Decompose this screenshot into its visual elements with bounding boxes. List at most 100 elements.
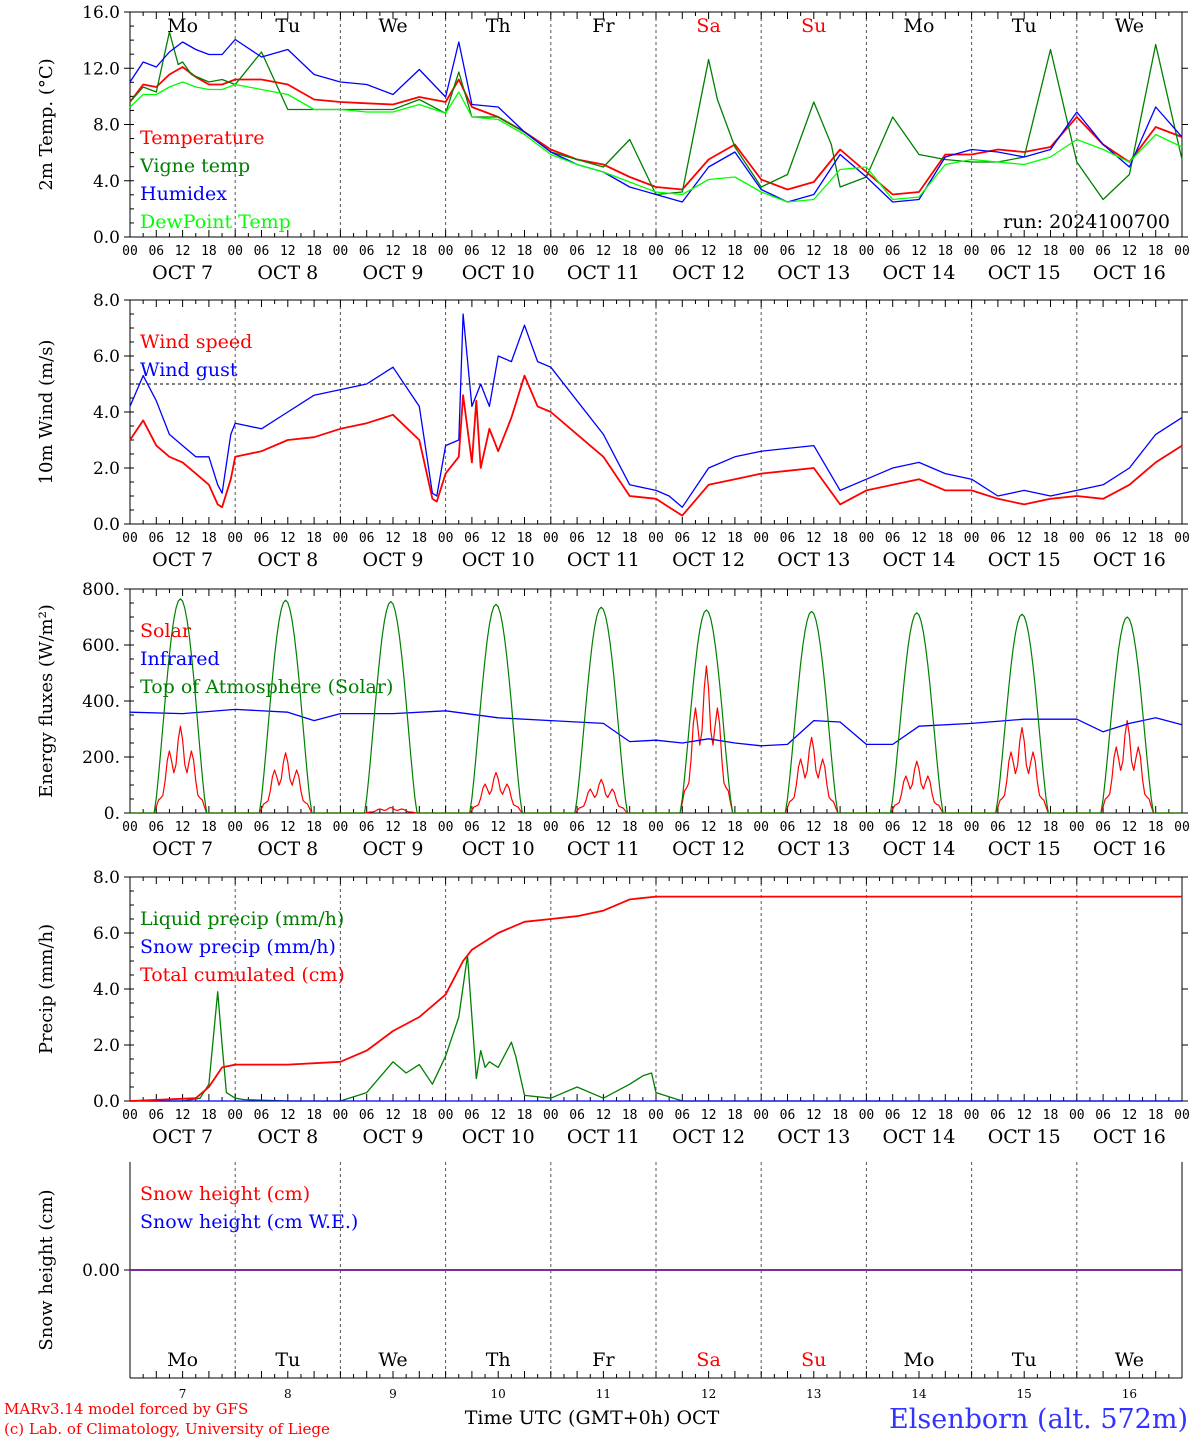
hour-tick-label: 18 — [622, 1108, 638, 1123]
hour-tick-label: 18 — [201, 531, 217, 546]
day-number: 7 — [179, 1387, 187, 1401]
y-tick-label: 0. — [104, 804, 120, 824]
weekday-label-bottom: Mo — [904, 1349, 935, 1371]
hour-tick-label: 06 — [780, 244, 796, 259]
hour-tick-label: 18 — [306, 820, 322, 835]
hour-tick-label: 18 — [306, 1108, 322, 1123]
hour-tick-label: 12 — [175, 1108, 191, 1123]
hour-tick-label: 00 — [227, 244, 243, 259]
hour-tick-label: 06 — [1095, 1108, 1111, 1123]
hour-tick-label: 12 — [596, 820, 612, 835]
legend-entry: Solar — [140, 620, 192, 642]
day-label: OCT 12 — [672, 838, 745, 860]
day-label: OCT 15 — [988, 549, 1061, 571]
hour-tick-label: 12 — [280, 244, 296, 259]
weekday-label-bottom: We — [1115, 1349, 1144, 1371]
hour-tick-label: 18 — [937, 1108, 953, 1123]
hour-tick-label: 12 — [911, 820, 927, 835]
hour-tick-label: 18 — [1148, 531, 1164, 546]
day-label: OCT 11 — [567, 549, 640, 571]
legend-entry: DewPoint Temp — [140, 211, 291, 233]
hour-tick-label: 18 — [727, 244, 743, 259]
hour-tick-label: 00 — [964, 531, 980, 546]
weekday-label-top: Mo — [167, 15, 198, 37]
day-label: OCT 13 — [777, 549, 850, 571]
y-tick-label: 4.0 — [93, 403, 120, 423]
weekday-label-top: Tu — [1012, 15, 1037, 37]
day-label: OCT 15 — [988, 262, 1061, 284]
series-line-total-cumulated-cm- — [129, 895, 1182, 1102]
day-label: OCT 9 — [363, 1126, 424, 1148]
panel-2: 0.0 2.0 4.0 6.0 8.0 10m Wind (m/s) Wind speed W… — [36, 291, 1190, 571]
hour-tick-label: 18 — [411, 244, 427, 259]
weekday-label-top: Mo — [904, 15, 935, 37]
hour-tick-label: 00 — [1174, 531, 1190, 546]
hour-tick-label: 06 — [569, 531, 585, 546]
hour-tick-label: 00 — [543, 244, 559, 259]
hour-tick-label: 06 — [254, 244, 270, 259]
legend-entry: Wind speed — [140, 331, 252, 353]
hour-tick-label: 12 — [1016, 531, 1032, 546]
hour-tick-label: 06 — [569, 244, 585, 259]
hour-tick-label: 12 — [1122, 1108, 1138, 1123]
hour-tick-label: 18 — [1043, 531, 1059, 546]
legend-entry: Temperature — [140, 127, 264, 149]
hour-tick-label: 00 — [1069, 531, 1085, 546]
hour-tick-label: 00 — [333, 244, 349, 259]
hour-tick-label: 06 — [148, 531, 164, 546]
hour-tick-label: 18 — [727, 531, 743, 546]
hour-tick-label: 12 — [1016, 820, 1032, 835]
day-number: 11 — [596, 1387, 611, 1401]
day-label: OCT 14 — [882, 838, 955, 860]
hour-tick-label: 06 — [254, 820, 270, 835]
hour-tick-label: 12 — [280, 531, 296, 546]
y-tick-label: 2.0 — [93, 459, 120, 479]
hour-tick-label: 06 — [674, 1108, 690, 1123]
hour-tick-label: 00 — [543, 820, 559, 835]
day-label: OCT 14 — [882, 549, 955, 571]
credit-line-2: (c) Lab. of Climatology, University of L… — [4, 1420, 330, 1438]
legend-entry: Liquid precip (mm/h) — [140, 908, 344, 930]
day-label: OCT 14 — [882, 262, 955, 284]
day-number: 9 — [389, 1387, 397, 1401]
day-number: 12 — [701, 1387, 716, 1401]
hour-tick-label: 00 — [1069, 1108, 1085, 1123]
hour-tick-label: 06 — [254, 1108, 270, 1123]
day-label: OCT 10 — [462, 262, 535, 284]
hour-tick-label: 12 — [1016, 244, 1032, 259]
hour-tick-label: 00 — [122, 531, 138, 546]
panel-4: 0.0 2.0 4.0 6.0 8.0 Precip (mm/h) Liquid preci… — [36, 868, 1190, 1148]
hour-tick-label: 12 — [175, 531, 191, 546]
day-label: OCT 8 — [257, 838, 318, 860]
hour-tick-label: 00 — [438, 1108, 454, 1123]
day-label: OCT 7 — [152, 549, 213, 571]
hour-tick-label: 06 — [990, 531, 1006, 546]
day-number: 16 — [1122, 1387, 1137, 1401]
hour-tick-label: 06 — [990, 1108, 1006, 1123]
hour-tick-label: 00 — [859, 1108, 875, 1123]
hour-tick-label: 06 — [148, 1108, 164, 1123]
day-number: 8 — [284, 1387, 292, 1401]
hour-tick-label: 18 — [727, 1108, 743, 1123]
hour-tick-label: 18 — [201, 820, 217, 835]
hour-tick-label: 06 — [885, 531, 901, 546]
hour-tick-label: 00 — [859, 820, 875, 835]
hour-tick-label: 18 — [622, 244, 638, 259]
weekday-label-bottom: Tu — [275, 1349, 300, 1371]
hour-tick-label: 18 — [832, 820, 848, 835]
hour-tick-label: 18 — [937, 531, 953, 546]
hour-tick-label: 06 — [464, 820, 480, 835]
hour-tick-label: 12 — [701, 820, 717, 835]
day-label: OCT 11 — [567, 838, 640, 860]
hour-tick-label: 00 — [543, 1108, 559, 1123]
hour-tick-label: 06 — [674, 820, 690, 835]
credit-line-1: MARv3.14 model forced by GFS — [4, 1400, 248, 1418]
y-tick-label: 0.0 — [93, 1092, 120, 1112]
hour-tick-label: 06 — [359, 244, 375, 259]
hour-tick-label: 18 — [411, 820, 427, 835]
weekday-label-bottom: We — [378, 1349, 407, 1371]
hour-tick-label: 18 — [517, 1108, 533, 1123]
hour-tick-label: 12 — [701, 1108, 717, 1123]
hour-tick-label: 06 — [359, 820, 375, 835]
